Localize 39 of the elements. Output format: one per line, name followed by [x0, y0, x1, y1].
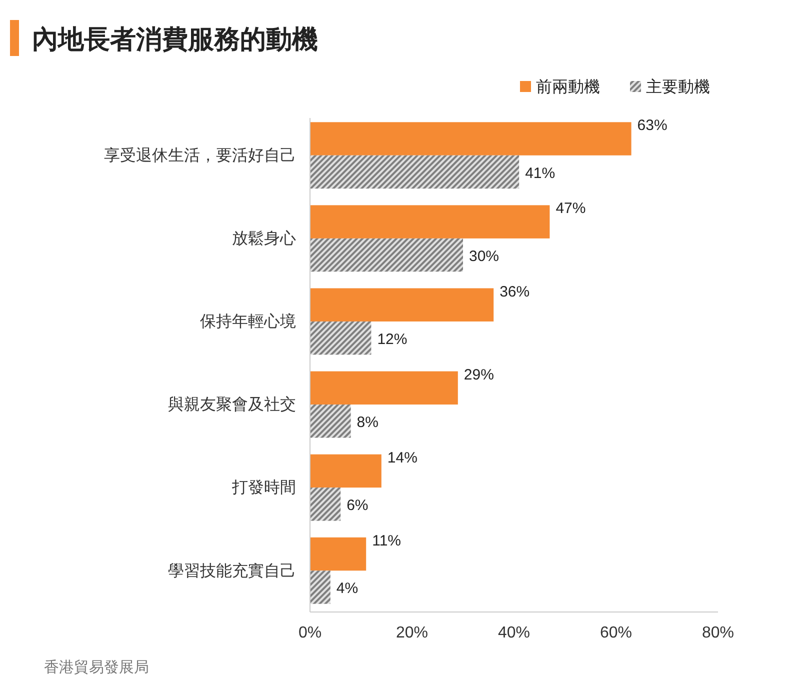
x-tick-label: 60%: [600, 624, 632, 642]
data-label: 47%: [556, 200, 586, 218]
data-label: 14%: [387, 449, 418, 466]
data-label: 6%: [346, 497, 368, 514]
y-tick-label: 保持年輕心境: [200, 312, 296, 331]
legend-label: 主要動機: [646, 78, 710, 96]
legend-label: 前兩動機: [536, 78, 600, 96]
bar: [310, 238, 463, 272]
data-label: 4%: [336, 580, 358, 598]
y-tick-label: 放鬆身心: [232, 230, 296, 248]
data-label: 11%: [372, 532, 402, 550]
bar: [310, 454, 382, 488]
bar: [310, 205, 550, 238]
x-tick-label: 80%: [702, 624, 734, 642]
data-label: 63%: [637, 117, 668, 134]
y-tick-label: 學習技能充實自己: [168, 562, 296, 580]
bar: [310, 570, 330, 604]
data-label: 41%: [525, 164, 556, 182]
chart-title: 內地長者消費服務的動機: [32, 24, 318, 54]
bar: [310, 488, 341, 521]
text: 香港貿易發展局: [44, 659, 149, 676]
data-label: 12%: [377, 331, 408, 348]
data-label: 29%: [464, 366, 494, 384]
bar: [310, 122, 632, 156]
y-tick-label: 打發時間: [231, 478, 296, 497]
y-tick-label: 享受退休生活，要活好自己: [104, 146, 296, 164]
bar: [310, 404, 351, 438]
bar: [310, 321, 372, 355]
data-label: 8%: [356, 414, 378, 432]
data-label: 30%: [469, 248, 500, 266]
y-tick-label: 與親友聚會及社交: [168, 396, 296, 414]
bar: [310, 537, 366, 571]
x-tick-label: 40%: [498, 624, 530, 642]
x-tick-label: 0%: [298, 624, 322, 642]
data-label: 36%: [500, 283, 530, 300]
bar: [310, 371, 458, 405]
x-tick-label: 20%: [396, 624, 428, 642]
bar: [310, 288, 494, 322]
bar: [310, 155, 520, 189]
